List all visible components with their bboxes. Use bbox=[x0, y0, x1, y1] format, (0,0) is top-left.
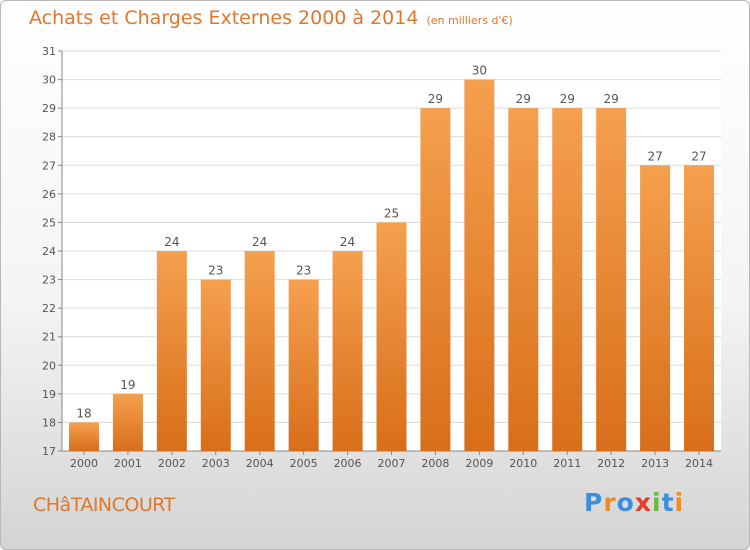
bar-value-label: 24 bbox=[164, 235, 179, 249]
bar-value-label: 29 bbox=[604, 92, 619, 106]
bar-value-label: 24 bbox=[340, 235, 355, 249]
y-tick-label: 18 bbox=[42, 416, 56, 429]
x-tick-label: 2010 bbox=[509, 457, 537, 470]
bar bbox=[200, 279, 231, 451]
bar bbox=[508, 108, 539, 452]
logo-letter: i bbox=[652, 488, 662, 517]
y-tick-label: 19 bbox=[42, 388, 56, 401]
chart-title: Achats et Charges Externes 2000 à 2014 (e… bbox=[29, 7, 513, 29]
x-tick-label: 2009 bbox=[465, 457, 493, 470]
logo-letter: r bbox=[603, 488, 617, 517]
x-tick-label: 2013 bbox=[641, 457, 669, 470]
logo-letter: o bbox=[616, 488, 635, 517]
bar-value-label: 30 bbox=[472, 64, 487, 78]
bar bbox=[288, 279, 319, 451]
bar bbox=[596, 108, 627, 452]
y-tick-label: 28 bbox=[42, 131, 56, 144]
x-tick-label: 2014 bbox=[685, 457, 713, 470]
bar-value-label: 29 bbox=[428, 92, 443, 106]
x-tick-label: 2005 bbox=[290, 457, 318, 470]
y-tick-label: 22 bbox=[42, 302, 56, 315]
bar bbox=[684, 165, 715, 452]
x-tick-label: 2007 bbox=[378, 457, 406, 470]
bar bbox=[464, 79, 495, 452]
x-tick-label: 2001 bbox=[114, 457, 142, 470]
y-tick-label: 17 bbox=[42, 445, 56, 458]
y-tick-label: 31 bbox=[42, 45, 56, 58]
x-tick-label: 2003 bbox=[202, 457, 230, 470]
y-tick-label: 24 bbox=[42, 245, 56, 258]
proxiti-logo: Proxiti bbox=[584, 488, 684, 517]
x-tick-label: 2000 bbox=[70, 457, 98, 470]
y-tick-label: 30 bbox=[42, 74, 56, 87]
bar-value-label: 23 bbox=[296, 264, 311, 278]
title-text: Achats et Charges Externes 2000 à 2014 bbox=[29, 7, 419, 29]
bar bbox=[640, 165, 671, 452]
bar-value-label: 23 bbox=[208, 264, 223, 278]
bar-value-label: 25 bbox=[384, 206, 399, 220]
commune-name: CHâTAINCOURT bbox=[33, 494, 175, 516]
y-tick-label: 20 bbox=[42, 359, 56, 372]
bar bbox=[420, 108, 451, 452]
bar-value-label: 29 bbox=[516, 92, 531, 106]
x-tick-label: 2006 bbox=[334, 457, 362, 470]
y-tick-label: 21 bbox=[42, 331, 56, 344]
y-tick-label: 25 bbox=[42, 216, 56, 229]
y-tick-label: 27 bbox=[42, 159, 56, 172]
bar-value-label: 27 bbox=[691, 149, 706, 163]
bar bbox=[68, 422, 99, 451]
x-tick-label: 2004 bbox=[246, 457, 274, 470]
bar bbox=[244, 251, 275, 451]
logo-letter: t bbox=[661, 488, 675, 517]
y-tick-label: 29 bbox=[42, 102, 56, 115]
x-tick-label: 2002 bbox=[158, 457, 186, 470]
bar-value-label: 18 bbox=[76, 406, 91, 420]
chart-subtitle: (en milliers d'€) bbox=[426, 14, 513, 27]
y-tick-label: 26 bbox=[42, 188, 56, 201]
bar-value-label: 29 bbox=[560, 92, 575, 106]
y-tick-label: 23 bbox=[42, 274, 56, 287]
bar bbox=[112, 393, 143, 451]
bar-value-label: 24 bbox=[252, 235, 267, 249]
bar-value-label: 27 bbox=[647, 149, 662, 163]
bar bbox=[332, 251, 363, 451]
bar bbox=[376, 222, 407, 451]
x-tick-label: 2008 bbox=[421, 457, 449, 470]
bar bbox=[156, 251, 187, 451]
x-tick-label: 2012 bbox=[597, 457, 625, 470]
logo-letter: P bbox=[584, 488, 604, 517]
logo-letter: x bbox=[634, 488, 652, 517]
bar bbox=[552, 108, 583, 452]
x-tick-label: 2011 bbox=[553, 457, 581, 470]
logo-letter: i bbox=[674, 488, 685, 517]
bar-value-label: 19 bbox=[120, 378, 135, 392]
